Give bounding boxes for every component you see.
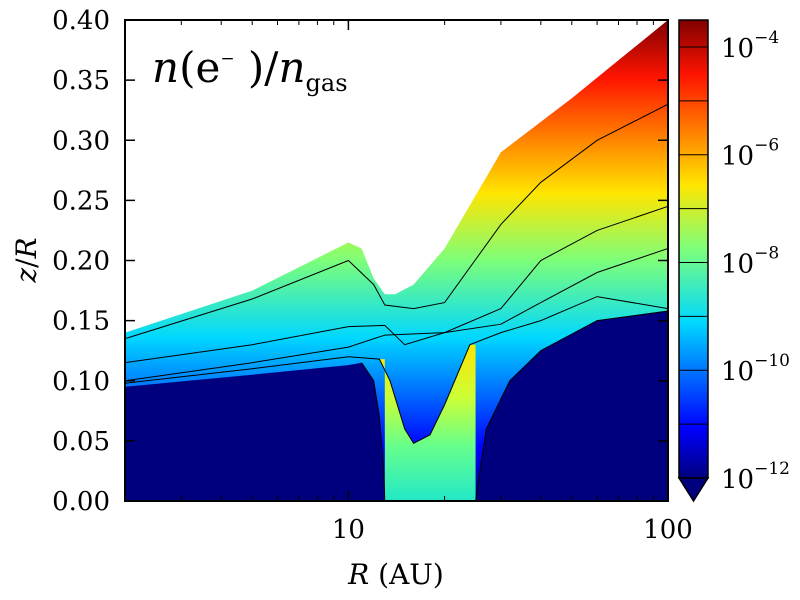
x-tick-label: 100 [643, 515, 693, 545]
y-tick-label: 0.00 [52, 487, 110, 517]
x-label-unit: (AU) [369, 558, 444, 591]
title-mid: )/ [235, 43, 280, 92]
title-sup: − [220, 49, 234, 69]
chart-title: n(e− )/ngas [152, 43, 348, 97]
y-tick-label: 0.10 [52, 367, 110, 397]
low-ionization-right [475, 311, 668, 501]
title-n: n [152, 43, 179, 92]
y-tick-label: 0.35 [52, 66, 110, 96]
colorbar: 10−4 10−6 10−8 10−10 10−12 [677, 19, 790, 503]
y-axis: 0.00 0.05 0.10 0.15 0.20 0.25 0.30 0.35 0.40 [52, 6, 668, 517]
y-label-var1: z [10, 268, 43, 284]
colorbar-tick-label: 10−10 [721, 351, 790, 387]
gap-region [379, 344, 476, 501]
contour-line [125, 296, 668, 444]
title-open: (e [179, 43, 220, 92]
x-label-var: R [347, 558, 369, 591]
y-tick-label: 0.30 [52, 126, 110, 156]
y-label-var2: R [10, 237, 43, 259]
y-tick-label: 0.40 [52, 6, 110, 36]
y-axis-label: z/R [10, 237, 43, 283]
low-ionization-left [125, 362, 385, 501]
colorbar-ticks: 10−4 10−6 10−8 10−10 10−12 [679, 28, 790, 495]
colorbar-tick-label: 10−6 [721, 136, 779, 172]
plot-area [125, 20, 668, 501]
colorbar-tick-label: 10−8 [721, 243, 779, 279]
y-tick-label: 0.05 [52, 427, 110, 457]
x-tick-label: 10 [332, 515, 365, 545]
contour-line [361, 362, 386, 501]
title-sub: gas [306, 69, 348, 97]
title-n2: n [278, 43, 305, 92]
y-tick-label: 0.25 [52, 186, 110, 216]
contours [125, 103, 668, 501]
colorbar-gradient [678, 19, 709, 479]
contour-line [475, 310, 668, 501]
y-tick-label: 0.20 [52, 247, 110, 277]
contour-line [125, 103, 668, 340]
y-label-slash: / [10, 258, 43, 268]
colorbar-tick-label: 10−4 [721, 28, 779, 64]
y-tick-label: 0.15 [52, 307, 110, 337]
x-axis: 10 100 [180, 20, 693, 545]
contour-line [125, 248, 668, 382]
x-axis-label: R (AU) [347, 558, 444, 591]
contour-line [125, 205, 668, 364]
colorbar-tick-label: 10−12 [721, 459, 790, 495]
colorbar-extend-min [677, 477, 710, 503]
